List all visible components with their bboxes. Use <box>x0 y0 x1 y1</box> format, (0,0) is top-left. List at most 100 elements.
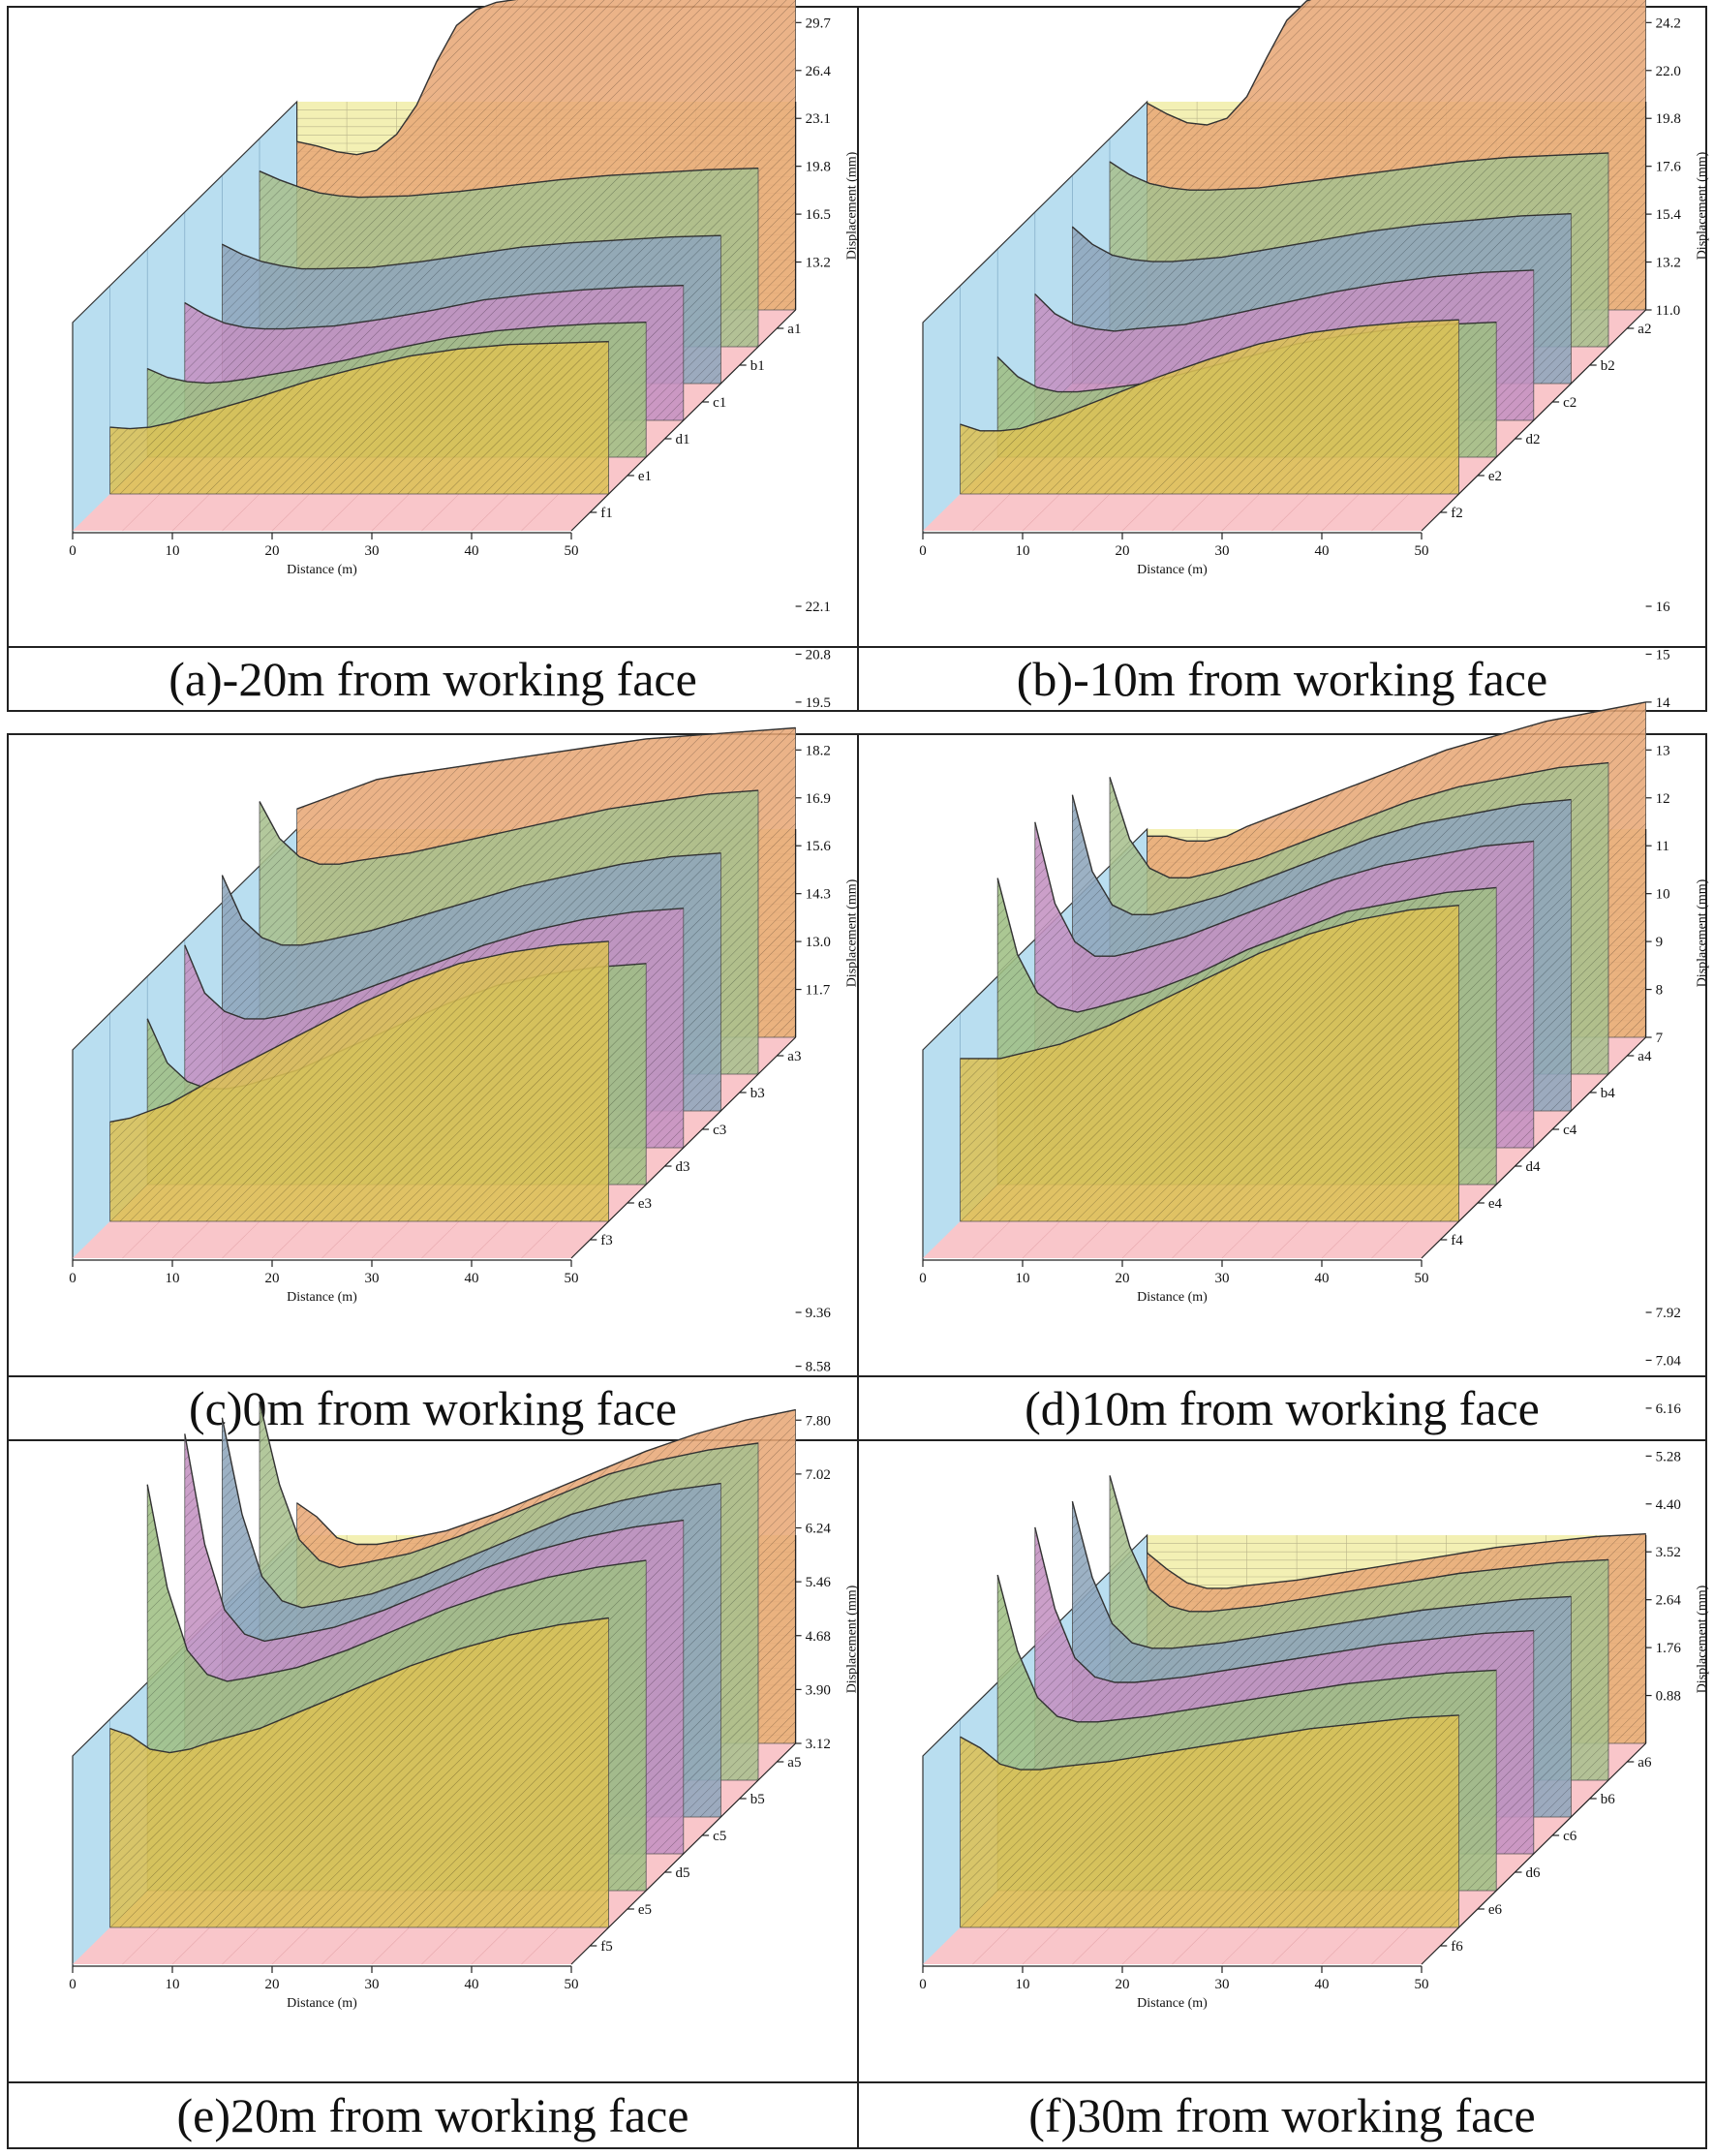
panel-b-caption: (b)-10m from working face <box>857 646 1707 712</box>
series-f2 <box>960 319 1459 495</box>
y-axis: 0.88 1.76 2.64 3.52 4.40 5.28 6.16 7.04 7.92 Disp… <box>1644 1306 1710 1743</box>
y-tick-label: 19.5 <box>806 695 831 711</box>
depth-tick-label: a4 <box>1637 1049 1652 1064</box>
line-c3 <box>221 852 721 946</box>
x-axis: 0 10 20 30 40 50 Distance (m) <box>69 1965 579 2011</box>
x-tick-label: 0 <box>69 543 77 559</box>
depth-tick-label: e6 <box>1488 1902 1503 1918</box>
y-tick-label: 22.0 <box>1656 64 1681 79</box>
chart-b: 0 10 20 30 40 50 Distance (m) 11.0 13.2 15.4 17.6 1… <box>919 0 1710 577</box>
y-tick-label: 7 <box>1656 1031 1664 1046</box>
line-d2 <box>1034 269 1534 332</box>
x-axis-label: Distance (m) <box>1137 1290 1208 1305</box>
line-f6 <box>960 1714 1459 1771</box>
x-tick-label: 10 <box>166 1977 180 1992</box>
depth-tick-label: d2 <box>1526 432 1541 447</box>
y-tick-label: 29.7 <box>806 15 832 31</box>
x-tick-label: 50 <box>1415 1271 1429 1286</box>
x-tick-label: 10 <box>1016 1977 1030 1992</box>
y-tick-label: 13.0 <box>806 935 831 950</box>
y-tick-label: 8 <box>1656 983 1664 999</box>
y-tick-label: 11 <box>1656 839 1669 854</box>
y-tick-label: 18.2 <box>806 743 831 758</box>
depth-tick-label: a3 <box>787 1049 801 1064</box>
ribbon-hatch-f2 <box>960 320 1459 494</box>
depth-axis: a4 b4 c4 d4 e4 f4 <box>1421 1036 1652 1259</box>
depth-axis-line <box>1421 309 1647 532</box>
x-axis: 0 10 20 30 40 50 Distance (m) <box>919 532 1429 577</box>
y-tick-label: 11.7 <box>806 983 831 999</box>
line-b5 <box>259 1401 759 1569</box>
line-c2 <box>1071 213 1572 262</box>
depth-tick-label: c5 <box>713 1829 726 1844</box>
depth-axis-line <box>1421 1742 1647 1965</box>
y-tick-label: 0.88 <box>1656 1689 1681 1705</box>
y-tick-label: 8.58 <box>806 1360 831 1375</box>
line-f3 <box>109 940 609 1123</box>
depth-tick-label: a5 <box>787 1755 801 1771</box>
depth-axis: a3 b3 c3 d3 e3 f3 <box>570 1036 801 1259</box>
line-d5 <box>184 1433 684 1643</box>
x-tick-label: 30 <box>1215 1271 1230 1286</box>
y-tick-label: 12 <box>1656 791 1670 807</box>
depth-tick-label: f1 <box>600 506 613 521</box>
x-tick-label: 20 <box>1116 543 1130 559</box>
line-d6 <box>1034 1526 1534 1683</box>
line-c6 <box>1071 1500 1572 1649</box>
depth-tick-label: f3 <box>600 1233 613 1248</box>
x-tick-label: 10 <box>166 1271 180 1286</box>
x-tick-label: 30 <box>365 1271 380 1286</box>
line-a1 <box>296 0 517 156</box>
x-tick-label: 0 <box>919 1977 927 1992</box>
series-f5 <box>109 1617 609 1928</box>
y-tick-label: 4.40 <box>1656 1497 1681 1513</box>
x-tick-label: 20 <box>265 1977 280 1992</box>
x-tick-label: 10 <box>1016 543 1030 559</box>
x-axis-label: Distance (m) <box>1137 1996 1208 2011</box>
y-axis: 7 8 9 10 11 12 13 14 15 16 Displacement (mm) <box>1644 600 1710 1046</box>
depth-tick-label: f6 <box>1451 1939 1463 1955</box>
depth-tick-label: a2 <box>1637 322 1651 337</box>
ribbon-hatch-f1 <box>109 341 609 494</box>
line-d4 <box>1034 821 1534 957</box>
depth-tick-label: e2 <box>1488 469 1502 484</box>
y-tick-label: 3.52 <box>1656 1545 1681 1560</box>
y-tick-label: 9 <box>1656 935 1664 950</box>
line-c4 <box>1071 794 1572 916</box>
y-tick-label: 3.90 <box>806 1682 831 1698</box>
depth-tick-label: e5 <box>638 1902 652 1918</box>
line-b6 <box>1109 1475 1609 1613</box>
y-tick-label: 13.2 <box>806 256 831 271</box>
y-tick-label: 14 <box>1656 695 1671 711</box>
depth-axis: a5 b5 c5 d5 e5 f5 <box>570 1742 801 1965</box>
line-c5 <box>221 1417 721 1609</box>
depth-tick-label: b3 <box>750 1086 765 1101</box>
y-axis: 11.7 13.0 14.3 15.6 16.9 18.2 19.5 20.8 22.1 Disp… <box>794 600 860 1037</box>
x-tick-label: 40 <box>1315 1271 1330 1286</box>
depth-tick-label: c3 <box>713 1123 726 1138</box>
x-tick-label: 20 <box>1116 1271 1130 1286</box>
line-f1 <box>109 341 609 430</box>
y-tick-label: 7.04 <box>1656 1353 1682 1369</box>
y-tick-label: 15 <box>1656 647 1670 662</box>
ribbon-hatch-f5 <box>109 1617 609 1927</box>
y-tick-label: 16.9 <box>806 791 831 807</box>
y-axis: 3.12 3.90 4.68 5.46 6.24 7.02 7.80 8.58 9.36 Disp… <box>794 1306 860 1752</box>
depth-tick-label: d5 <box>676 1865 690 1881</box>
line-d3 <box>184 908 684 1020</box>
panel-a-caption: (a)-20m from working face <box>7 646 859 712</box>
y-tick-label: 23.1 <box>806 111 831 127</box>
y-tick-label: 6.24 <box>806 1522 832 1537</box>
depth-tick-label: c2 <box>1563 395 1576 411</box>
line-a6 <box>1147 1533 1646 1589</box>
y-tick-label: 15.6 <box>806 839 832 854</box>
y-tick-label: 7.02 <box>806 1467 831 1483</box>
x-axis: 0 10 20 30 40 50 Distance (m) <box>919 1965 1429 2011</box>
line-a2 <box>1147 0 1312 126</box>
y-axis-label: Displacement (mm) <box>1696 878 1710 987</box>
x-tick-label: 30 <box>1215 543 1230 559</box>
depth-tick-label: b6 <box>1601 1792 1616 1807</box>
